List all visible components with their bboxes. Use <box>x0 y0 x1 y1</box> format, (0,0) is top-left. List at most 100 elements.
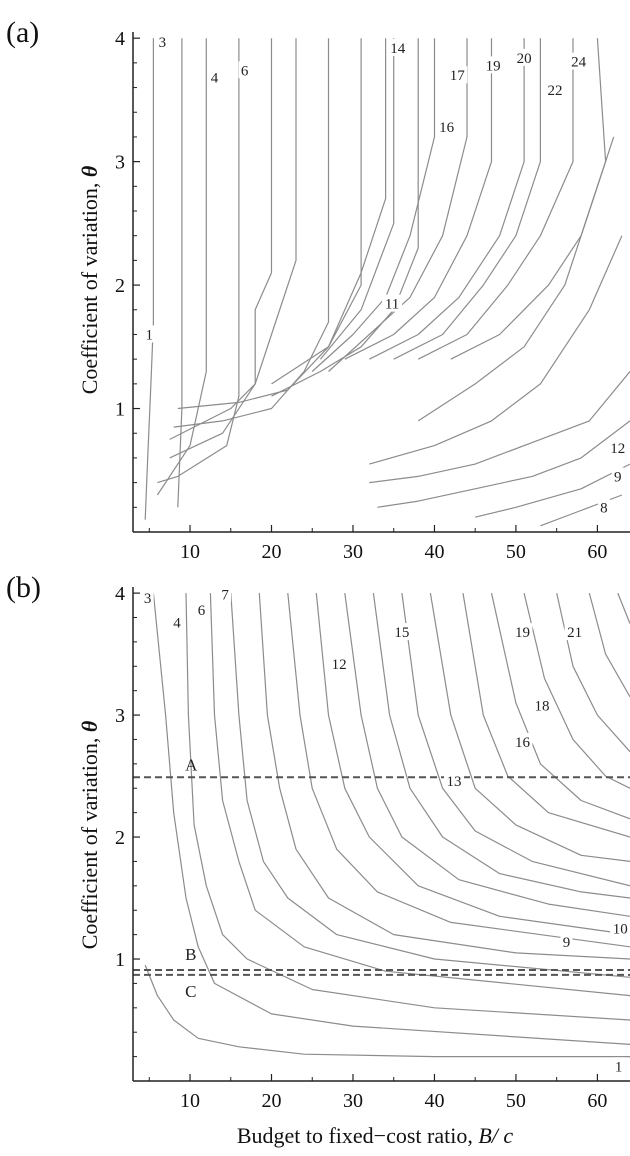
contour-line <box>209 593 630 997</box>
contour-line <box>369 235 623 465</box>
contour-line <box>156 38 207 496</box>
contour-line <box>287 593 630 948</box>
contour-label: 12 <box>610 441 625 457</box>
x-tick-label: 40 <box>424 1090 444 1112</box>
contour-label: 18 <box>535 698 550 714</box>
reference-line-label: B <box>185 945 196 964</box>
contour-line <box>152 593 630 1045</box>
contour-line <box>523 592 630 789</box>
x-tick-label: 60 <box>587 541 607 563</box>
contour-label: 15 <box>394 625 409 641</box>
contour-label: 24 <box>571 55 587 71</box>
contour-label-bg <box>568 52 589 70</box>
contour-label-bg <box>607 439 628 457</box>
contour-line <box>475 463 630 518</box>
contour-label: 14 <box>390 41 406 57</box>
contour-label-bg <box>560 932 573 950</box>
panel-label: (a) <box>6 16 39 49</box>
contour-label-bg <box>141 588 154 606</box>
contour-line <box>177 38 183 508</box>
y-tick-label: 4 <box>115 28 125 50</box>
contour-label: 9 <box>614 469 622 485</box>
contour-label: 20 <box>517 51 532 67</box>
contour-line <box>258 593 630 960</box>
contour-label: 17 <box>450 68 466 84</box>
y-tick-label: 2 <box>115 275 125 297</box>
contour-label-bg <box>156 32 169 50</box>
contour-label: 8 <box>600 500 608 516</box>
contour-label: 1 <box>146 327 154 343</box>
contour-label-bg <box>610 919 630 937</box>
x-axis-label: Budget to fixed−cost ratio, B/ c <box>237 1123 514 1148</box>
y-tick-label: 4 <box>115 583 125 605</box>
contour-label: 11 <box>385 297 399 313</box>
contour-line <box>157 38 240 484</box>
x-tick-label: 10 <box>180 1090 200 1112</box>
contour-label: 3 <box>159 35 167 51</box>
contour-label-bg <box>447 66 468 84</box>
x-tick-label: 20 <box>262 1090 282 1112</box>
contour-label-bg <box>387 39 408 57</box>
contour-label-bg <box>512 623 533 641</box>
contour-line <box>417 136 615 422</box>
contour-label-bg <box>444 771 465 789</box>
contour-line <box>377 420 630 508</box>
contour-line <box>169 38 297 440</box>
contour-label-bg <box>143 325 156 343</box>
contour-line <box>144 38 154 520</box>
contour-line <box>344 593 630 917</box>
contour-line <box>173 38 330 428</box>
contour-label: 19 <box>486 58 501 74</box>
x-tick-label: 50 <box>506 1090 526 1112</box>
contour-label-bg <box>512 732 533 750</box>
contour-label-bg <box>532 696 553 714</box>
y-axis-label-panel-b: Coefficient of variation, θ <box>77 720 102 949</box>
contour-label-bg <box>238 61 251 79</box>
contour-label-bg <box>514 48 535 66</box>
contour-label: 12 <box>332 657 347 673</box>
contour-label-bg <box>597 498 610 516</box>
contour-label: 16 <box>515 735 531 751</box>
contour-line <box>588 592 630 698</box>
contour-line <box>462 593 630 838</box>
contour-line <box>328 38 468 372</box>
x-tick-label: 40 <box>424 541 444 563</box>
contour-label-bg <box>483 56 504 74</box>
contour-label: 13 <box>447 774 462 790</box>
contour-line <box>617 592 630 624</box>
y-tick-label: 1 <box>115 949 125 971</box>
contour-label: 1 <box>615 1059 623 1075</box>
contour-label-bg <box>436 118 457 136</box>
axis-labels: Budget to fixed−cost ratio, B/ c Coeffic… <box>77 165 513 1148</box>
contour-line <box>271 38 419 397</box>
contour-line <box>372 593 630 899</box>
contour-label: 10 <box>613 922 628 938</box>
contour-label: 4 <box>173 615 181 631</box>
contour-label-bg <box>195 601 208 619</box>
contour-label-bg <box>329 654 350 672</box>
contour-line <box>177 38 362 410</box>
contour-line <box>344 38 493 360</box>
contour-label: 6 <box>198 603 206 619</box>
y-axis-label-panel-a: Coefficient of variation, θ <box>77 165 102 394</box>
contour-line <box>319 38 395 360</box>
contour-label: 6 <box>241 63 249 79</box>
x-tick-label: 30 <box>343 1090 363 1112</box>
contour-label: 3 <box>144 591 152 607</box>
x-tick-label: 10 <box>180 541 200 563</box>
contour-line <box>369 371 630 484</box>
contour-label-bg <box>564 623 585 641</box>
contour-line <box>369 38 525 360</box>
contour-label: 16 <box>439 120 455 136</box>
contour-line <box>393 38 542 360</box>
contour-label: 9 <box>563 935 571 951</box>
contour-label-bg <box>612 1057 625 1075</box>
contour-label: 19 <box>515 625 530 641</box>
contour-line <box>230 593 630 978</box>
panel-label: (b) <box>6 571 41 604</box>
x-tick-label: 30 <box>343 541 363 563</box>
contour-line <box>450 38 607 360</box>
contour-label-bg <box>391 623 412 641</box>
